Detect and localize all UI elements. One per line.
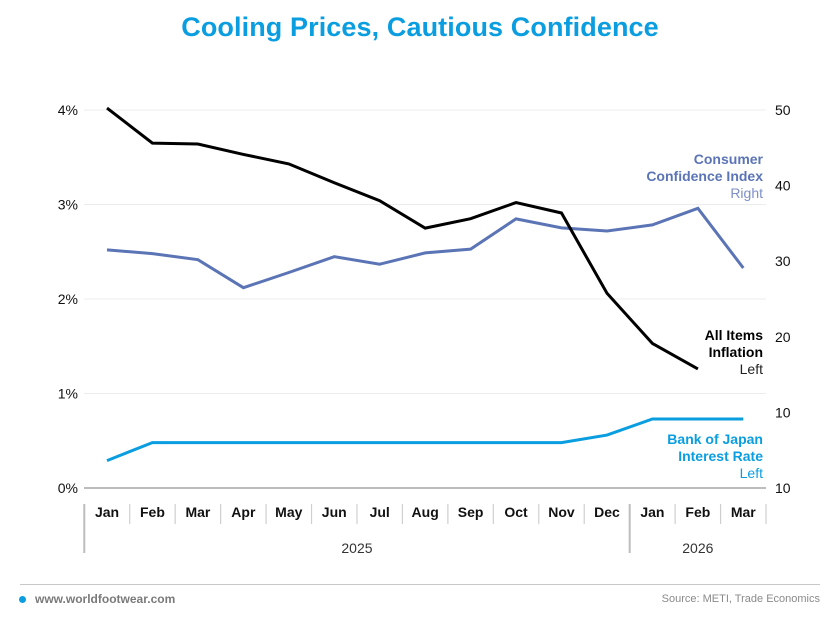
year-label: 2025: [341, 540, 372, 556]
bullet-dot-icon: [19, 595, 26, 603]
month-label: May: [275, 504, 302, 520]
source-note: Source: METI, Trade Economics: [661, 593, 820, 605]
consumer-confidence-index-label: Confidence Index: [646, 168, 763, 184]
bank-of-japan-interest-rate-label: Bank of Japan: [667, 431, 763, 447]
left-axis: 0% 1% 2% 3% 4%: [58, 102, 78, 496]
all-items-inflation-axis-note: Left: [740, 361, 763, 377]
month-label: Mar: [185, 504, 210, 520]
left-tick-label: 1%: [58, 386, 78, 402]
right-tick-label: 50: [775, 102, 791, 118]
right-tick-label: 30: [775, 253, 791, 269]
right-tick-label: 20: [775, 329, 791, 345]
right-tick-label: 40: [775, 178, 791, 194]
footer-website[interactable]: www.worldfootwear.com: [19, 592, 175, 606]
left-tick-label: 0%: [58, 480, 78, 496]
right-tick-label: 10: [775, 480, 791, 496]
left-tick-label: 2%: [58, 291, 78, 307]
gridlines: [84, 109, 766, 489]
all-items-inflation-label: All Items: [705, 327, 764, 343]
month-label: Apr: [231, 504, 256, 520]
year-label: 2026: [682, 540, 713, 556]
website-link[interactable]: www.worldfootwear.com: [35, 592, 176, 606]
all-items-inflation-line: [106, 106, 699, 371]
chart-title: Cooling Prices, Cautious Confidence: [181, 12, 659, 42]
consumer-confidence-index-line: [106, 206, 745, 290]
month-label: Jun: [322, 504, 347, 520]
month-label: Feb: [685, 504, 710, 520]
right-axis: 10 10 20 30 40 50: [775, 102, 791, 496]
month-label: Oct: [504, 504, 528, 520]
month-label: Nov: [548, 504, 575, 520]
left-tick-label: 4%: [58, 102, 78, 118]
left-tick-label: 3%: [58, 197, 78, 213]
month-label: Jan: [640, 504, 664, 520]
month-label: Jan: [95, 504, 119, 520]
month-label: Feb: [140, 504, 165, 520]
month-label: Dec: [594, 504, 620, 520]
month-label: Jul: [370, 504, 390, 520]
bank-of-japan-interest-rate-label: Interest Rate: [678, 448, 763, 464]
x-axis: Jan Feb Mar Apr May Jun Jul Aug Sep Oct Nov Dec Jan F…: [83, 504, 767, 556]
month-label: Sep: [458, 504, 484, 520]
right-tick-label: 10: [775, 404, 791, 420]
all-items-inflation-label: Inflation: [709, 344, 763, 360]
bank-of-japan-interest-rate-line: [106, 417, 744, 462]
month-label: Mar: [731, 504, 756, 520]
consumer-confidence-index-label: Consumer: [694, 151, 764, 167]
consumer-confidence-index-axis-note: Right: [730, 185, 763, 201]
series-lines: [106, 106, 745, 462]
month-label: Aug: [412, 504, 439, 520]
footer-divider: [20, 584, 820, 585]
bank-of-japan-interest-rate-axis-note: Left: [740, 465, 763, 481]
